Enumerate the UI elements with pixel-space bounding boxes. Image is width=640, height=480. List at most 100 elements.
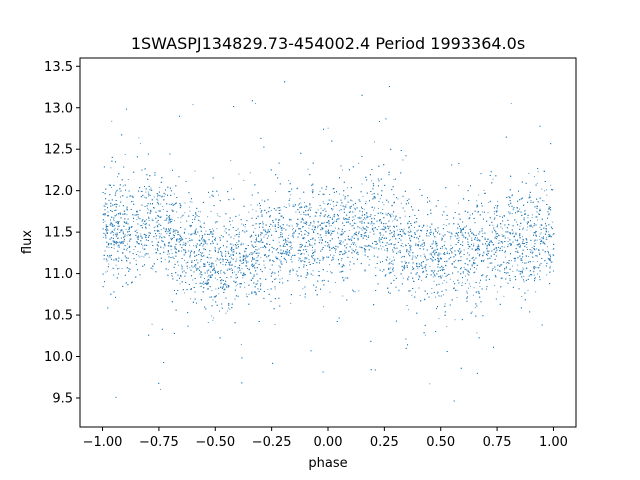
- data-point: [199, 221, 201, 223]
- data-point: [242, 277, 244, 279]
- data-point: [458, 185, 460, 187]
- data-point: [478, 194, 480, 196]
- data-point: [136, 229, 138, 231]
- data-point: [238, 241, 240, 243]
- data-point: [144, 248, 146, 250]
- data-point: [278, 265, 280, 267]
- data-point: [493, 227, 495, 229]
- data-point: [438, 230, 440, 232]
- data-point: [425, 268, 427, 270]
- data-point: [140, 191, 142, 192]
- data-point: [473, 287, 475, 289]
- data-point: [398, 289, 400, 291]
- data-point: [343, 280, 345, 282]
- data-point: [533, 240, 535, 242]
- data-point: [207, 280, 208, 282]
- data-point: [373, 227, 375, 229]
- data-point: [232, 251, 234, 253]
- data-point: [492, 224, 494, 226]
- data-point: [174, 232, 176, 234]
- data-point: [414, 255, 416, 257]
- data-point: [308, 208, 310, 210]
- data-point: [390, 267, 392, 269]
- data-point: [283, 206, 285, 207]
- data-point: [242, 243, 244, 245]
- data-point: [536, 267, 538, 269]
- data-point: [434, 254, 436, 256]
- data-point: [281, 228, 283, 230]
- data-point: [206, 243, 208, 245]
- data-point: [152, 220, 154, 222]
- data-point: [164, 193, 166, 195]
- data-point: [139, 143, 141, 145]
- data-point: [107, 307, 109, 309]
- data-point: [472, 294, 474, 296]
- data-point: [494, 236, 496, 238]
- data-point: [303, 261, 305, 263]
- data-point: [218, 293, 220, 295]
- data-point: [532, 261, 534, 263]
- data-point: [112, 267, 114, 269]
- data-point: [497, 243, 499, 244]
- data-point: [230, 159, 232, 161]
- data-point: [171, 219, 173, 221]
- data-point: [497, 291, 499, 293]
- data-point: [274, 228, 276, 230]
- data-point: [219, 216, 221, 218]
- data-point: [476, 200, 478, 202]
- data-point: [509, 278, 511, 279]
- data-point: [189, 201, 191, 203]
- data-point: [404, 264, 405, 266]
- data-point: [249, 172, 251, 174]
- data-point: [220, 235, 222, 236]
- data-point: [450, 238, 452, 240]
- data-point: [220, 269, 222, 271]
- data-point: [441, 248, 443, 250]
- data-point: [147, 209, 149, 211]
- data-point: [546, 238, 548, 240]
- data-point: [380, 229, 382, 230]
- data-point: [333, 220, 335, 222]
- data-point: [255, 210, 257, 212]
- data-point: [256, 283, 258, 285]
- data-point: [216, 264, 217, 266]
- data-point: [383, 204, 385, 206]
- data-point: [475, 257, 477, 259]
- data-point: [308, 243, 310, 245]
- data-point: [511, 260, 512, 262]
- data-point: [535, 291, 537, 293]
- data-point: [443, 280, 445, 282]
- data-point: [339, 251, 341, 253]
- data-point: [144, 237, 146, 239]
- data-point: [297, 204, 299, 206]
- data-point: [140, 233, 142, 235]
- data-point: [327, 127, 329, 129]
- data-point: [167, 253, 169, 255]
- data-point: [397, 198, 399, 200]
- data-point: [329, 291, 331, 293]
- data-point: [463, 249, 465, 251]
- data-point: [338, 210, 340, 212]
- data-point: [256, 204, 258, 206]
- data-point: [412, 255, 414, 257]
- data-point: [432, 256, 433, 258]
- data-point: [264, 230, 266, 232]
- data-point: [179, 283, 181, 285]
- data-point: [479, 240, 481, 242]
- data-point: [371, 225, 373, 227]
- data-point: [392, 215, 394, 217]
- data-point: [246, 293, 247, 295]
- data-point: [207, 216, 209, 218]
- data-point: [343, 194, 345, 196]
- data-point: [380, 245, 381, 247]
- data-point: [340, 266, 342, 268]
- data-point: [359, 227, 361, 229]
- data-point: [278, 241, 280, 243]
- data-point: [409, 232, 411, 234]
- data-point: [262, 241, 264, 243]
- data-point: [240, 344, 242, 345]
- data-point: [530, 200, 532, 201]
- data-point: [205, 230, 207, 232]
- data-point: [527, 217, 529, 219]
- data-point: [299, 295, 301, 296]
